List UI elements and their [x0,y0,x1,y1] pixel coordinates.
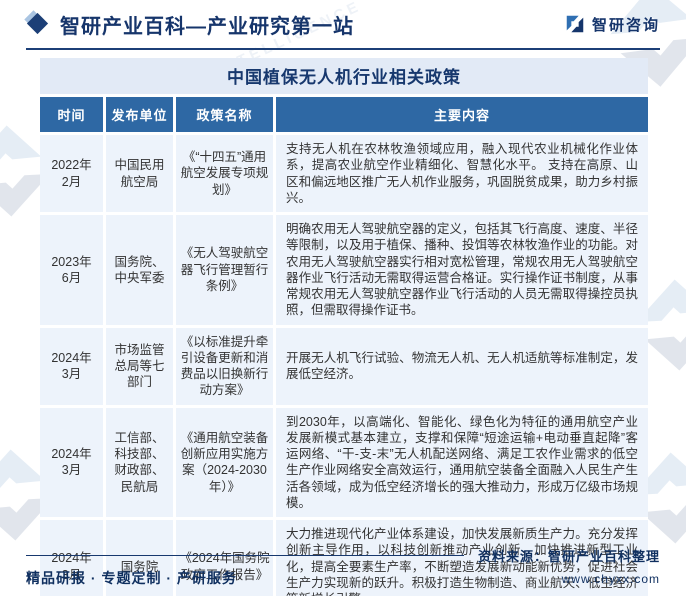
brand-logo-icon [566,15,584,33]
cell-time: 2022年 2月 [40,135,103,212]
services-text: 精品研报 · 专题定制 · 产研服务 [26,570,237,586]
page-header: 智研产业百科—产业研究第一站 智研咨询 [0,0,686,48]
cell-time: 2024年 3月 [40,407,103,517]
source-text: 资料来源：智研产业百科整理 [477,549,660,564]
cell-policy: 《以标准提升牵引设备更新和消费品以旧换新行动方案》 [176,327,273,405]
policy-table: 时间 发布单位 政策名称 主要内容 2022年 2月 中国民用航空局 《“十四五… [40,97,648,596]
cell-unit: 国务院 [106,520,173,596]
table-title: 中国植保无人机行业相关政策 [40,58,648,94]
cell-content: 大力推进现代化产业体系建设，加快发展新质生产力。充分发挥创新主导作用，以科技创新… [276,520,648,596]
diamond-icon [24,10,50,36]
cell-policy: 《通用航空装备创新应用实施方案（2024-2030年）》 [176,407,273,517]
cell-unit: 国务院、中央军委 [106,215,173,325]
cell-content: 开展无人机飞行试验、物流无人机、无人机适航等标准制定，发展低空经济。 [276,327,648,405]
cell-time: 2024年 3月 [40,327,103,405]
cell-time: 2023年 6月 [40,215,103,325]
page-footer: 资料来源：智研产业百科整理 精品研报 · 专题定制 · 产研服务 www.chy… [26,546,660,588]
cell-content: 到2030年，以高端化、智能化、绿色化为特征的通用航空产业发展新模式基本建立，支… [276,407,648,517]
column-header-content: 主要内容 [276,97,648,132]
header-divider [26,48,660,50]
website-url: www.chyxx.com [561,572,660,586]
cell-time: 2024年 3月 [40,520,103,596]
column-header-policy: 政策名称 [176,97,273,132]
policy-table-wrap: 中国植保无人机行业相关政策 时间 发布单位 政策名称 主要内容 2022年 2月… [40,58,648,596]
brand-name: 智研咨询 [591,16,660,34]
cell-unit: 工信部、科技部、财政部、民航局 [106,407,173,517]
cell-policy: 《无人驾驶航空器飞行管理暂行条例》 [176,215,273,325]
cell-content: 明确农用无人驾驶航空器的定义，包括其飞行高度、速度、半径等限制，以及用于植保、播… [276,215,648,325]
column-header-time: 时间 [40,97,103,132]
column-header-unit: 发布单位 [106,97,173,132]
cell-content: 支持无人机在农林牧渔领域应用，融入现代农业机械化作业体系，提高农业航空作业精细化… [276,135,648,212]
cell-unit: 市场监管总局等七部门 [106,327,173,405]
footer-divider [26,555,464,556]
cell-unit: 中国民用航空局 [106,135,173,212]
brand-block: 智研咨询 [564,13,660,35]
cell-policy: 《“十四五”通用航空发展专项规划》 [176,135,273,212]
cell-policy: 《2024年国务院政府工作报告》 [176,520,273,596]
site-title: 智研产业百科—产业研究第一站 [60,15,354,38]
